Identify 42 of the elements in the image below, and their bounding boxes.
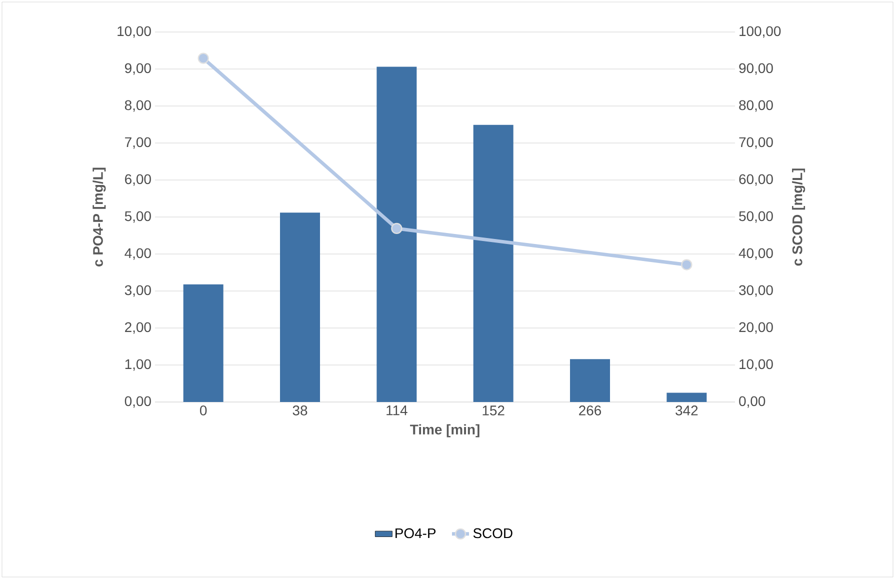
y2-tick-label: 0,00 xyxy=(739,396,766,408)
x-tick-label: 266 xyxy=(579,406,602,416)
bar xyxy=(666,392,707,402)
point xyxy=(198,52,209,64)
y-tick-label: 10,00 xyxy=(118,26,151,38)
x-axis-title: Time [min] xyxy=(410,424,480,438)
y-tick-label: 5,00 xyxy=(124,211,151,223)
x-tick-label: 0 xyxy=(200,406,207,416)
y2-tick-label: 90,00 xyxy=(739,63,773,75)
y-tick-label: 6,00 xyxy=(125,174,151,186)
x-tick-label: 114 xyxy=(386,406,408,416)
y2-tick-label: 60,00 xyxy=(739,174,773,186)
bar xyxy=(280,212,320,402)
bar xyxy=(473,124,514,402)
y2-tick-label: 40,00 xyxy=(738,248,773,260)
y2-tick-label: 70,00 xyxy=(739,137,773,149)
y-axis-title: c PO4-P [mg/L] xyxy=(92,168,106,266)
y-tick-label: 2,00 xyxy=(125,322,151,334)
y-tick-label: 8,00 xyxy=(124,100,151,112)
y-tick-label: 7,00 xyxy=(125,137,151,149)
y2-tick-label: 20,00 xyxy=(739,322,773,334)
y2-tick-label: 10,00 xyxy=(740,359,773,371)
legend-label: PO4-P xyxy=(396,528,436,538)
y2-tick-label: 80,00 xyxy=(739,100,773,112)
x-tick-label: 152 xyxy=(482,406,504,416)
bar xyxy=(183,284,224,402)
bar xyxy=(570,359,610,402)
y-tick-label: 1,00 xyxy=(125,359,151,371)
legend-label: SCOD xyxy=(473,528,512,538)
y-tick-label: 4,00 xyxy=(124,248,151,260)
y2-tick-label: 50,00 xyxy=(739,211,773,223)
y2-axis-title: c SCOD [mg/L] xyxy=(792,168,806,266)
x-tick-label: 342 xyxy=(676,406,698,416)
y-tick-label: 0,00 xyxy=(124,396,151,408)
point xyxy=(391,222,402,234)
x-tick-label: 38 xyxy=(292,406,308,416)
y-tick-label: 9,00 xyxy=(124,63,151,75)
y-tick-label: 3,00 xyxy=(124,285,151,297)
y2-tick-label: 100,00 xyxy=(740,26,781,38)
y2-tick-label: 30,00 xyxy=(739,285,773,297)
bar xyxy=(376,66,417,402)
point xyxy=(681,259,692,270)
